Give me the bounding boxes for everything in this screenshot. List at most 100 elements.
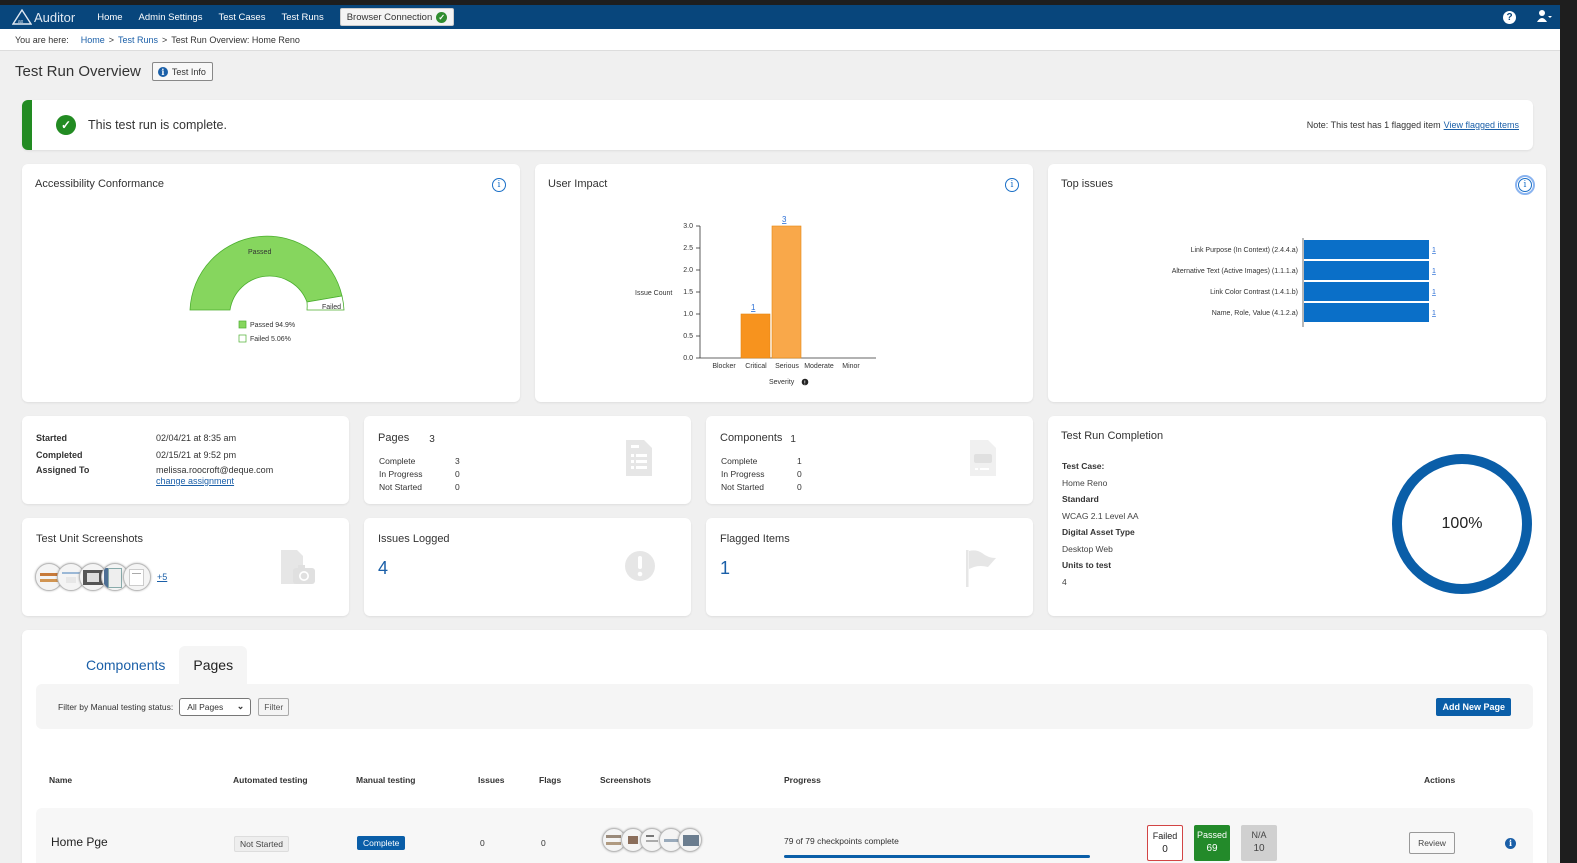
test-run-completion-card: Test Run Completion Test Case: Home Reno… xyxy=(1048,416,1546,616)
failed-slice-label: Failed xyxy=(322,304,341,311)
screenshot-thumbnail[interactable] xyxy=(621,828,645,852)
flagged-note-text: Note: This test has 1 flagged item xyxy=(1306,120,1441,130)
brand-logo[interactable]: ax Auditor xyxy=(12,9,75,25)
card-title: Test Unit Screenshots xyxy=(36,533,143,545)
y-axis-label: Issue Count xyxy=(635,290,672,297)
table-row: Home Pge Not Started Complete 0 0 79 of … xyxy=(36,808,1533,863)
breadcrumb-test-runs[interactable]: Test Runs xyxy=(118,34,159,45)
column-header-name[interactable]: Name xyxy=(49,775,73,785)
breadcrumb-current: Test Run Overview: Home Reno xyxy=(171,34,300,45)
pages-summary-card: Pages 3 Complete 3 In Progress 0 Not Starte… xyxy=(364,416,691,504)
window-top-bar xyxy=(0,0,1577,5)
breadcrumb-separator: > xyxy=(108,34,114,45)
svg-text:0.0: 0.0 xyxy=(683,355,693,362)
tab-components[interactable]: Components xyxy=(86,657,166,673)
passed-value: 69 xyxy=(1206,843,1218,854)
legend-failed: Failed 5.06% xyxy=(250,336,291,343)
nav-test-cases[interactable]: Test Cases xyxy=(218,11,266,23)
issue-bar[interactable] xyxy=(1304,303,1429,322)
stat-label: Not Started xyxy=(721,481,764,492)
issue-count-link[interactable]: 1 xyxy=(1432,247,1436,254)
issue-label: Alternative Text (Active Images) (1.1.1.… xyxy=(1172,268,1298,275)
svg-text:2.0: 2.0 xyxy=(683,267,693,274)
bar-serious-value[interactable]: 3 xyxy=(782,215,787,224)
na-value: 10 xyxy=(1253,843,1265,854)
help-icon[interactable]: ? xyxy=(1503,10,1516,24)
breadcrumb-home[interactable]: Home xyxy=(80,34,105,45)
issue-count-link[interactable]: 1 xyxy=(1432,268,1436,275)
issue-bar[interactable] xyxy=(1304,261,1429,280)
test-info-button[interactable]: i Test Info xyxy=(151,62,213,81)
column-header-progress[interactable]: Progress xyxy=(784,775,821,785)
units-value: 4 xyxy=(1062,576,1067,587)
add-new-page-button[interactable]: Add New Page xyxy=(1436,697,1511,716)
standard-value: WCAG 2.1 Level AA xyxy=(1062,510,1139,521)
x-tick-minor: Minor xyxy=(842,363,860,370)
units-section: Components Pages Filter by Manual testin… xyxy=(22,630,1547,863)
issue-bar[interactable] xyxy=(1304,240,1429,259)
screenshot-thumbnail[interactable] xyxy=(123,563,151,591)
completed-value: 02/15/21 at 9:52 pm xyxy=(156,449,237,460)
change-assignment-link[interactable]: change assignment xyxy=(156,476,235,486)
column-header-flags[interactable]: Flags xyxy=(539,775,562,785)
column-header-automated[interactable]: Automated testing xyxy=(233,775,308,785)
flagged-note: Note: This test has 1 flagged item View f… xyxy=(1307,120,1519,130)
browser-connection-button[interactable]: Browser Connection ✓ xyxy=(339,8,455,26)
bar-critical[interactable] xyxy=(740,313,771,359)
issues-count-link[interactable]: 4 xyxy=(378,558,389,578)
test-case-label: Test Case: xyxy=(1062,461,1105,471)
flagged-count-link[interactable]: 1 xyxy=(720,558,731,578)
issue-count-link[interactable]: 1 xyxy=(1432,310,1436,317)
row-screenshot-thumbnails xyxy=(602,828,702,852)
column-header-manual[interactable]: Manual testing xyxy=(356,775,416,785)
nav-home[interactable]: Home xyxy=(97,11,123,23)
view-flagged-items-link[interactable]: View flagged items xyxy=(1443,120,1519,130)
filter-button[interactable]: Filter xyxy=(258,697,290,716)
screenshot-thumbnail[interactable] xyxy=(659,828,683,852)
na-count-badge[interactable]: N/A 10 xyxy=(1241,825,1277,861)
review-button[interactable]: Review xyxy=(1409,832,1455,854)
card-title: Pages xyxy=(378,432,410,444)
nav-test-runs[interactable]: Test Runs xyxy=(281,11,324,23)
bar-critical-value[interactable]: 1 xyxy=(751,303,756,312)
standard-label: Standard xyxy=(1062,494,1099,504)
row-info-icon[interactable]: i xyxy=(1505,838,1516,849)
stat-value: 0 xyxy=(797,481,802,492)
info-icon[interactable]: i xyxy=(1515,175,1535,195)
brand-name: Auditor xyxy=(34,9,76,25)
tab-pages[interactable]: Pages xyxy=(179,646,248,684)
passed-count-badge[interactable]: Passed 69 xyxy=(1194,825,1230,861)
started-label: Started xyxy=(36,433,68,444)
more-screenshots-link[interactable]: +5 xyxy=(157,572,168,582)
info-icon[interactable]: i xyxy=(1005,178,1019,192)
run-info-card: Started 02/04/21 at 8:35 am Completed 02/1… xyxy=(22,416,349,504)
manual-status-select[interactable]: All Pages ⌄ xyxy=(179,697,252,716)
user-menu-icon[interactable] xyxy=(1536,9,1552,26)
assigned-label: Assigned To xyxy=(36,465,90,475)
issue-label: Name, Role, Value (4.1.2.a) xyxy=(1212,310,1298,317)
flagged-items-card: Flagged Items 1 xyxy=(706,518,1033,616)
screenshot-thumbnail[interactable] xyxy=(678,828,702,852)
page-name[interactable]: Home Pge xyxy=(51,835,108,849)
issue-count-link[interactable]: 1 xyxy=(1432,289,1436,296)
completed-label: Completed xyxy=(36,449,83,460)
passed-slice-label: Passed xyxy=(248,249,271,256)
conformance-card: Accessibility Conformance i Passed Faile… xyxy=(22,164,520,402)
automated-status-badge: Not Started xyxy=(234,836,289,852)
severity-info-icon[interactable] xyxy=(801,378,809,386)
failed-count-badge[interactable]: Failed 0 xyxy=(1147,825,1183,861)
card-title: Issues Logged xyxy=(378,533,450,545)
issue-bar[interactable] xyxy=(1304,282,1429,301)
nav-admin-settings[interactable]: Admin Settings xyxy=(138,11,203,23)
screenshot-thumbnail[interactable] xyxy=(57,563,85,591)
info-icon[interactable]: i xyxy=(492,178,506,192)
pages-count: 3 xyxy=(429,434,435,445)
column-header-issues[interactable]: Issues xyxy=(478,775,505,785)
stat-value: 1 xyxy=(797,455,802,466)
breadcrumb: You are here: Home > Test Runs > Test Ru… xyxy=(0,29,1560,51)
asset-type-value: Desktop Web xyxy=(1062,543,1113,554)
column-header-screenshots[interactable]: Screenshots xyxy=(600,775,652,785)
svg-text:1.5: 1.5 xyxy=(683,289,693,296)
bar-serious[interactable] xyxy=(771,225,802,359)
failed-value: 0 xyxy=(1162,844,1168,855)
